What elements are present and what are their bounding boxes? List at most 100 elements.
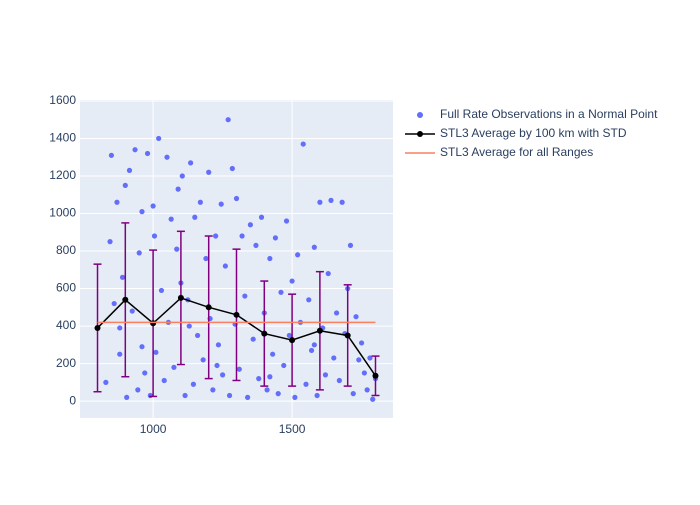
point <box>147 392 153 399</box>
point <box>308 347 315 354</box>
point <box>229 165 235 172</box>
point <box>150 203 156 209</box>
point <box>161 377 167 384</box>
legend: Full Rate Observations in a Normal Point… <box>405 107 658 159</box>
point <box>270 351 276 357</box>
point <box>174 246 180 252</box>
point <box>272 235 279 241</box>
line-marker <box>233 311 240 318</box>
point <box>213 233 219 239</box>
point <box>175 186 181 192</box>
point <box>295 252 301 258</box>
line-marker <box>94 324 101 331</box>
point <box>108 152 115 158</box>
line-marker <box>122 296 129 303</box>
line-marker <box>316 327 323 334</box>
point <box>222 263 228 269</box>
point <box>339 199 345 205</box>
point <box>153 349 159 355</box>
point <box>264 387 270 393</box>
line-marker <box>372 372 379 379</box>
point <box>114 199 120 205</box>
point <box>283 218 290 224</box>
point <box>139 209 145 215</box>
point <box>292 394 298 400</box>
point <box>111 300 117 307</box>
point <box>151 233 158 239</box>
point <box>306 297 312 303</box>
point <box>267 255 273 262</box>
legend-label: STL3 Average for all Ranges <box>440 145 593 159</box>
point <box>122 182 128 188</box>
y-tick-label: 0 <box>69 393 76 407</box>
x-tick-label: 1000 <box>140 422 167 436</box>
line-marker <box>261 330 268 337</box>
point <box>336 377 342 384</box>
point <box>278 289 284 295</box>
point <box>356 357 362 363</box>
point <box>182 392 188 399</box>
point <box>322 372 329 378</box>
point <box>258 214 265 220</box>
legend-label: STL3 Average by 100 km with STD <box>440 126 627 140</box>
point <box>168 216 174 222</box>
y-tick-label: 1600 <box>49 93 76 107</box>
x-tick-label: 1500 <box>279 422 306 436</box>
point <box>203 255 209 262</box>
line-marker <box>177 294 184 301</box>
point <box>233 195 240 202</box>
point <box>156 135 162 142</box>
point <box>247 222 253 228</box>
point <box>186 323 192 329</box>
point <box>129 308 135 314</box>
point <box>218 201 224 207</box>
point <box>275 391 281 397</box>
point <box>139 344 145 350</box>
y-tick-label: 200 <box>56 356 76 370</box>
point <box>135 387 141 393</box>
point <box>256 376 262 382</box>
line-marker <box>344 332 351 339</box>
y-tick-label: 1400 <box>49 131 76 145</box>
y-tick-label: 600 <box>56 281 76 295</box>
point <box>124 394 130 400</box>
point <box>245 394 251 400</box>
line-marker <box>150 320 157 327</box>
point <box>132 147 138 153</box>
point <box>103 379 109 385</box>
point <box>220 372 226 378</box>
point <box>215 342 222 348</box>
point <box>253 242 259 248</box>
y-tick-label: 400 <box>56 318 76 332</box>
point <box>267 374 273 380</box>
point <box>242 293 248 299</box>
point <box>142 370 148 376</box>
point <box>317 199 323 205</box>
line-marker <box>205 304 212 311</box>
point <box>226 392 233 399</box>
point <box>361 370 367 376</box>
point <box>347 242 354 248</box>
legend-symbol <box>417 112 423 118</box>
point <box>126 167 133 173</box>
point <box>136 250 142 256</box>
point <box>210 387 216 393</box>
point <box>328 197 334 203</box>
point <box>192 214 198 220</box>
point <box>119 274 126 280</box>
y-tick-label: 1200 <box>49 168 76 182</box>
point <box>353 314 359 320</box>
point <box>194 332 201 339</box>
point <box>370 396 376 402</box>
point <box>164 154 170 160</box>
point <box>289 278 295 284</box>
point <box>190 381 197 387</box>
point <box>331 355 337 361</box>
line-marker <box>289 337 296 344</box>
point <box>171 364 177 370</box>
point <box>117 351 123 357</box>
point <box>333 310 340 316</box>
point <box>325 270 331 277</box>
y-tick-label: 1000 <box>49 206 76 220</box>
